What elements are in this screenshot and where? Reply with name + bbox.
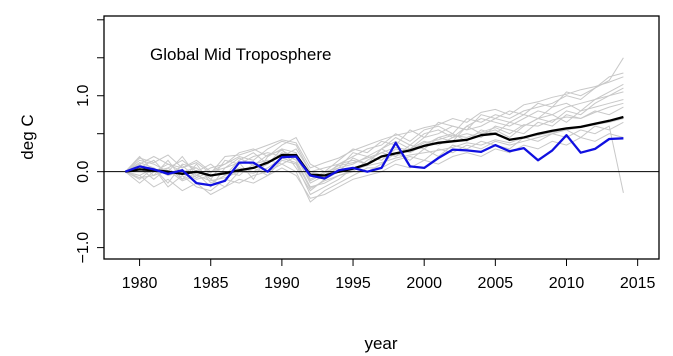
x-axis: 1980 1985 1990 1995 2000 2005 2010 2015 xyxy=(122,259,656,292)
x-tick-label: 2010 xyxy=(549,275,585,292)
chart-annotation: Global Mid Troposphere xyxy=(150,45,331,64)
model-run-line-6 xyxy=(125,99,624,184)
model-run-line-8 xyxy=(125,83,624,181)
model-run-line-1 xyxy=(125,87,624,192)
x-axis-title: year xyxy=(364,334,397,353)
y-tick-label: 0.0 xyxy=(75,160,92,182)
model-run-line-10 xyxy=(125,91,624,180)
y-tick-label: −1.0 xyxy=(75,232,92,264)
model-run-line-3 xyxy=(124,57,624,177)
model-run-line-5 xyxy=(124,72,624,173)
y-axis-title: deg C xyxy=(18,114,37,159)
model-run-line-12 xyxy=(125,118,624,190)
y-axis: −1.0 0.0 1.0 xyxy=(75,19,104,264)
x-tick-label: 1980 xyxy=(122,275,158,292)
x-tick-label: 1985 xyxy=(193,275,229,292)
x-tick-label: 2015 xyxy=(620,275,656,292)
plot-frame xyxy=(103,15,660,260)
model-run-line-4 xyxy=(125,133,624,199)
observed-line xyxy=(124,134,624,187)
model-run-line-9 xyxy=(125,125,624,203)
x-tick-label: 1995 xyxy=(335,275,371,292)
model-run-line-11 xyxy=(125,102,624,182)
y-tick-label: 1.0 xyxy=(75,84,92,106)
plot-area xyxy=(104,57,659,203)
x-tick-label: 2005 xyxy=(478,275,514,292)
x-tick-label: 2000 xyxy=(406,275,442,292)
model-mean-line xyxy=(125,115,624,177)
x-tick-label: 1990 xyxy=(264,275,300,292)
